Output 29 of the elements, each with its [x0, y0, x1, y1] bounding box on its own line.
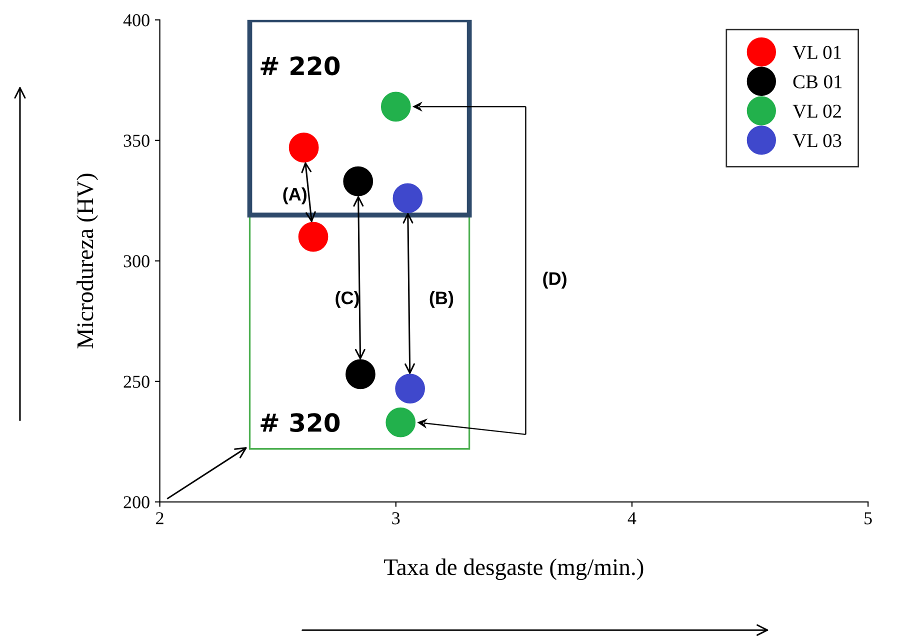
- y-tick-label: 250: [124, 376, 150, 388]
- annotation: (A): [283, 187, 306, 204]
- y-tick-label: 200: [124, 496, 150, 508]
- x-axis-title: Taxa de desgaste (mg/min.): [384, 558, 644, 580]
- legend-label: CB 01: [793, 75, 842, 88]
- point: [343, 166, 374, 196]
- legend-label: VL 02: [792, 104, 841, 118]
- x-tick-label: 4: [628, 512, 636, 524]
- point: [298, 222, 328, 252]
- y-tick-label: 400: [123, 14, 150, 26]
- annotation: (D): [543, 272, 566, 289]
- x-tick-label: 5: [864, 512, 872, 524]
- y-axis-title: Microdureza (HV): [76, 174, 98, 348]
- annotation: # 220: [260, 56, 340, 76]
- y-tick-label: 350: [124, 134, 150, 147]
- point: [288, 132, 319, 163]
- legend-label: VL 03: [792, 134, 842, 148]
- annotation: (B): [430, 291, 454, 308]
- point: [386, 407, 416, 438]
- annotation: # 320: [260, 413, 340, 432]
- point: [395, 374, 425, 404]
- point: [346, 359, 376, 390]
- x-tick-label: 2: [156, 512, 164, 524]
- point: [392, 183, 423, 214]
- y-tick-label: 300: [124, 255, 150, 268]
- legend-label: VL 01: [792, 46, 841, 60]
- x-tick-label: 3: [392, 512, 400, 524]
- annotation: (C): [336, 291, 359, 308]
- point: [380, 92, 411, 122]
